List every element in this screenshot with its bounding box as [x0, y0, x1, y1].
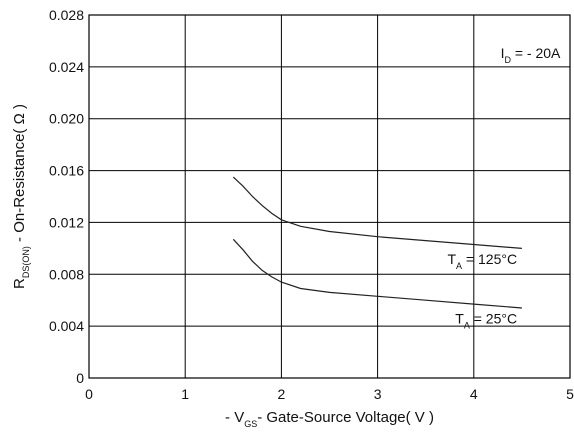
y-tick-label: 0.004 — [49, 318, 84, 334]
y-tick-label: 0.016 — [49, 163, 84, 179]
y-tick-label: 0.024 — [49, 59, 84, 75]
x-tick-label: 4 — [470, 386, 478, 402]
y-tick-label: 0.008 — [49, 266, 84, 282]
x-tick-label: 2 — [278, 386, 286, 402]
y-tick-label: 0 — [76, 370, 84, 386]
x-tick-label: 5 — [566, 386, 574, 402]
plot-frame — [88, 14, 571, 379]
id-annotation: ID = - 20A — [501, 45, 561, 65]
y-axis-title: RDS(ON) - On-Resistance( Ω ) — [11, 104, 31, 289]
y-tick-label: 0.020 — [49, 111, 84, 127]
series-label-0: TA = 125°C — [447, 251, 517, 271]
x-tick-label: 0 — [85, 386, 93, 402]
series-label-1: TA = 25°C — [455, 311, 517, 331]
x-tick-label: 1 — [181, 386, 189, 402]
y-tick-label: 0.028 — [49, 7, 84, 23]
series-line-1 — [232, 238, 522, 309]
tick-labels: 0 1 2 3 4 5 0 0.004 0.008 0.012 0.016 0.020 0.024 0.0… — [49, 7, 574, 402]
grid — [88, 14, 571, 379]
x-tick-label: 3 — [374, 386, 382, 402]
axis-titles: - VGS- Gate-Source Voltage( V ) RDS(ON) -… — [11, 104, 434, 429]
series-lines — [232, 176, 522, 309]
x-axis-title: - VGS- Gate-Source Voltage( V ) — [225, 409, 434, 429]
y-tick-label: 0.012 — [49, 214, 84, 230]
annotations: TA = 125°C TA = 25°C ID = - 20A — [447, 45, 561, 331]
series-line-0 — [232, 176, 522, 249]
